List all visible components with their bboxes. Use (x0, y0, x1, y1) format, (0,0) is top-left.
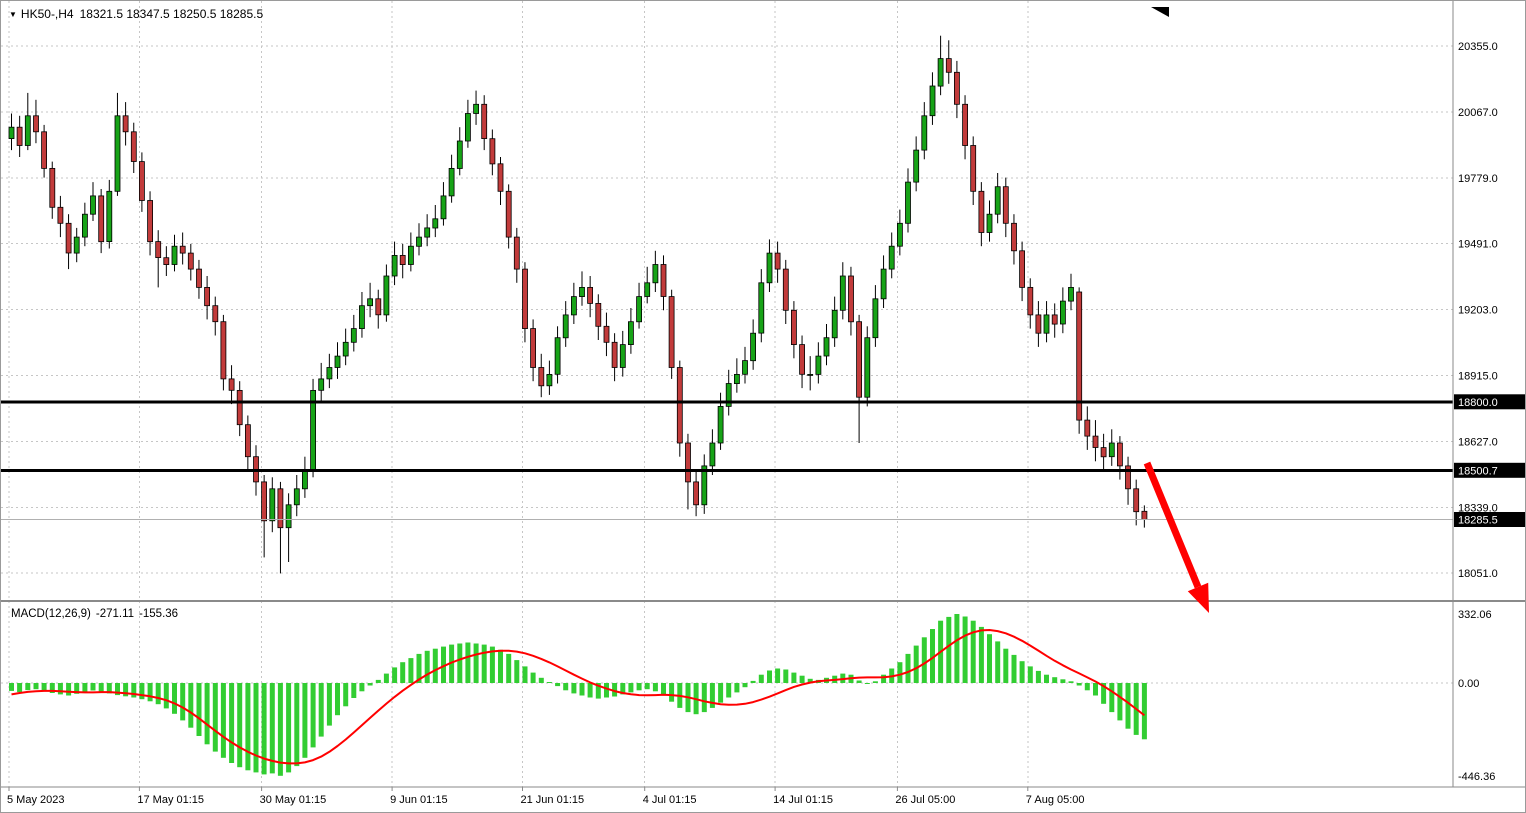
svg-text:26 Jul 05:00: 26 Jul 05:00 (895, 794, 955, 806)
svg-text:19779.0: 19779.0 (1458, 173, 1498, 185)
svg-text:18051.0: 18051.0 (1458, 568, 1498, 580)
svg-text:20067.0: 20067.0 (1458, 107, 1498, 119)
svg-text:14 Jul 01:15: 14 Jul 01:15 (773, 794, 833, 806)
svg-text:18627.0: 18627.0 (1458, 436, 1498, 448)
macd-signal-line (11, 629, 1146, 765)
svg-text:4 Jul 01:15: 4 Jul 01:15 (643, 794, 697, 806)
price-badge-18800.0 (1454, 394, 1525, 410)
candlesticks (8, 35, 1148, 574)
price-badge-18285.5 (1454, 512, 1525, 527)
chart-frame (1, 1, 1525, 788)
price-axis[interactable]: 20355.0 20067.0 19779.0 19491.0 19203.0 18915… (1454, 41, 1525, 580)
chart-shift-marker-icon[interactable] (1151, 7, 1169, 17)
macd-indicator (9, 614, 1147, 776)
grid-lines (1, 1, 1453, 787)
time-axis[interactable]: 5 May 2023 17 May 01:15 30 May 01:15 9 Jun … (7, 787, 1085, 806)
svg-text:-446.36: -446.36 (1458, 771, 1495, 783)
svg-text:9 Jun 01:15: 9 Jun 01:15 (390, 794, 448, 806)
svg-text:21 Jun 01:15: 21 Jun 01:15 (521, 794, 585, 806)
price-badge-18500.7 (1454, 462, 1525, 478)
svg-text:20355.0: 20355.0 (1458, 41, 1498, 53)
macd-main-value: -271.11 (95, 608, 135, 620)
svg-text:0.00: 0.00 (1458, 678, 1479, 690)
macd-indicator-label: MACD(12,26,9) -271.11 -155.36 (11, 608, 183, 620)
svg-text:19203.0: 19203.0 (1458, 305, 1498, 317)
symbol-menu-icon[interactable]: ▼ (9, 10, 17, 19)
svg-text:18800.0: 18800.0 (1458, 397, 1498, 409)
svg-text:17 May 01:15: 17 May 01:15 (137, 794, 204, 806)
svg-text:18285.5: 18285.5 (1458, 515, 1498, 527)
ohlc-values-label: 18321.5 18347.5 18250.5 18285.5 (79, 7, 264, 21)
trend-arrow[interactable] (1143, 461, 1209, 613)
svg-text:7 Aug 05:00: 7 Aug 05:00 (1026, 794, 1085, 806)
svg-text:18500.7: 18500.7 (1458, 465, 1498, 477)
svg-text:18915.0: 18915.0 (1458, 371, 1498, 383)
macd-signal-value: -155.36 (139, 608, 179, 620)
svg-text:332.06: 332.06 (1458, 609, 1492, 621)
svg-text:19491.0: 19491.0 (1458, 239, 1498, 251)
svg-text:18339.0: 18339.0 (1458, 502, 1498, 514)
ohlc-header: ▼ HK50-,H4 18321.5 18347.5 18250.5 18285.5 (9, 7, 263, 21)
macd-name-label: MACD(12,26,9) (11, 608, 91, 620)
svg-text:5 May 2023: 5 May 2023 (7, 794, 64, 806)
macd-axis[interactable]: 332.06 0.00 -446.36 (1458, 609, 1495, 783)
svg-text:30 May 01:15: 30 May 01:15 (260, 794, 327, 806)
symbol-timeframe-label: HK50-,H4 (20, 7, 74, 21)
